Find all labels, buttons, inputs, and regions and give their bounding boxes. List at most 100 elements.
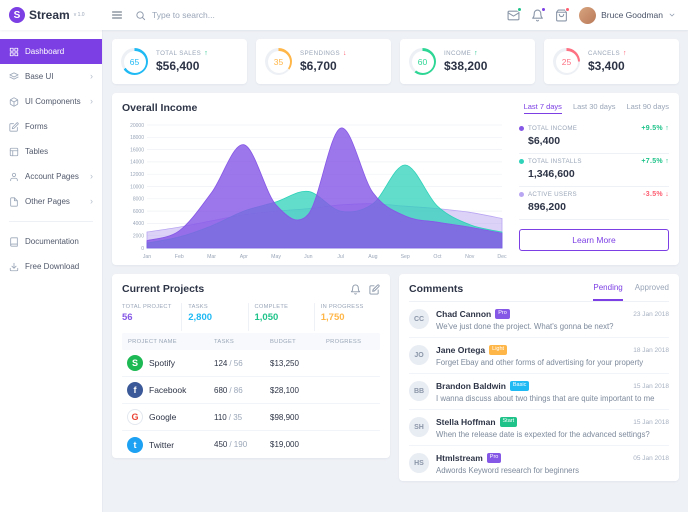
table-row[interactable]: t Twitter 450/ 190 $19,000 <box>122 431 380 458</box>
tab-last-90-days[interactable]: Last 90 days <box>626 102 669 111</box>
inc-delta: -3.5% ↓ <box>643 191 669 198</box>
tab-last-30-days[interactable]: Last 30 days <box>572 102 616 111</box>
comment-date: 15 Jan 2018 <box>633 382 669 390</box>
svg-text:10000: 10000 <box>130 184 144 190</box>
brand[interactable]: S Stream v 1.0 <box>0 7 103 23</box>
tab-approved[interactable]: Approved <box>634 283 669 292</box>
sidebar-item-label: Account Pages <box>25 172 79 181</box>
sidebar-item-account-pages[interactable]: Account Pages › <box>0 164 102 189</box>
list-item[interactable]: CC Chad Cannon Pro 23 Jan 2018 We've just … <box>409 302 669 338</box>
sidebar-item-tables[interactable]: Tables <box>0 139 102 164</box>
comment-text: When the release date is expexted for th… <box>436 430 650 439</box>
main-content: 65 TOTAL SALES ↑ $56,400 35 SPENDINGS ↓ $6… <box>103 30 688 512</box>
brand-name: Stream <box>29 8 70 22</box>
sidebar-item-label: Tables <box>25 147 49 156</box>
sidebar-item-label: Dashboard <box>25 47 65 56</box>
sidebar-item-ui-components[interactable]: UI Components › <box>0 89 102 114</box>
stat-label: INCOME ↑ <box>444 50 479 57</box>
table-row[interactable]: S Spotify 124/ 56 $13,250 <box>122 350 380 377</box>
list-item[interactable]: HS Htmlstream Pro 05 Jan 2018 Adwords Keyw… <box>409 446 669 481</box>
trend-down-icon: ↓ <box>343 50 347 57</box>
stat-value: $6,700 <box>300 59 337 73</box>
inc-delta: +7.5% ↑ <box>641 158 669 165</box>
svg-text:6000: 6000 <box>133 209 144 215</box>
user-icon <box>9 172 19 182</box>
avatar: CC <box>409 309 429 329</box>
project-budget: $98,900 <box>270 412 299 422</box>
sidebar-item-documentation[interactable]: Documentation <box>0 229 102 254</box>
stat-ring: 35 <box>265 48 292 75</box>
stat-ring: 65 <box>121 48 148 75</box>
sidebar-item-label: UI Components <box>25 97 81 106</box>
stat-ring: 60 <box>409 48 436 75</box>
summary-total-project: TOTAL PROJECT 56 <box>122 303 183 331</box>
list-item[interactable]: SH Stella Hoffman Start 15 Jan 2018 When t… <box>409 410 669 446</box>
summary-complete: COMPLETE 1,050 <box>249 303 315 331</box>
tab-last-7-days[interactable]: Last 7 days <box>523 102 562 114</box>
svg-text:Jul: Jul <box>337 254 344 260</box>
overall-income-title: Overall Income <box>122 102 198 114</box>
messages-icon[interactable] <box>507 6 523 22</box>
svg-text:Jun: Jun <box>304 254 312 260</box>
comment-date: 15 Jan 2018 <box>633 418 669 426</box>
svg-text:8000: 8000 <box>133 197 144 203</box>
list-item[interactable]: JO Jane Ortega Light 18 Jan 2018 Forget Eb… <box>409 338 669 374</box>
learn-more-button[interactable]: Learn More <box>519 229 669 251</box>
google-icon: G <box>127 409 143 425</box>
chevron-right-icon: › <box>90 196 93 206</box>
layers-icon <box>9 71 19 82</box>
svg-text:0: 0 <box>141 246 144 252</box>
sidebar-item-label: Documentation <box>25 237 79 246</box>
cart-badge <box>565 6 571 12</box>
search-bar <box>135 10 322 21</box>
stat-value: $3,400 <box>588 59 625 73</box>
status-badge: Light <box>489 345 508 355</box>
svg-text:4000: 4000 <box>133 221 144 227</box>
shopping-bag-icon[interactable] <box>555 6 571 22</box>
range-tabs: Last 7 days Last 30 days Last 90 days <box>523 102 669 114</box>
sidebar-item-other-pages[interactable]: Other Pages › <box>0 189 102 214</box>
avatar: SH <box>409 417 429 437</box>
legend-dot-icon <box>519 192 524 197</box>
download-icon <box>9 262 19 272</box>
income-summary-active-users: ACTIVE USERS -3.5% ↓ 896,200 <box>519 187 669 220</box>
svg-text:Sep: Sep <box>401 254 410 260</box>
sidebar-item-label: Other Pages <box>25 197 70 206</box>
income-summary-total-installs: TOTAL INSTALLS +7.5% ↑ 1,346,600 <box>519 154 669 187</box>
trend-up-icon: ↑ <box>204 50 209 57</box>
user-menu[interactable]: Bruce Goodman <box>579 6 676 24</box>
sidebar-item-forms[interactable]: Forms <box>0 114 102 139</box>
table-row[interactable]: f Facebook 680/ 86 $28,100 <box>122 377 380 404</box>
svg-text:Apr: Apr <box>240 254 248 260</box>
notifications-bell-icon[interactable] <box>531 6 547 22</box>
income-summary-total-income: TOTAL INCOME +9.5% ↑ $6,400 <box>519 121 669 154</box>
hamburger-menu-icon[interactable] <box>111 9 123 21</box>
tab-pending[interactable]: Pending <box>593 283 623 301</box>
svg-text:Jan: Jan <box>143 254 151 260</box>
svg-text:Nov: Nov <box>465 254 475 260</box>
sidebar-item-dashboard[interactable]: Dashboard <box>0 39 102 64</box>
trend-up-icon: ↑ <box>665 158 669 165</box>
stat-value: $38,200 <box>444 59 488 73</box>
stat-card-spendings: 35 SPENDINGS ↓ $6,700 <box>256 39 391 84</box>
bell-icon[interactable] <box>350 284 361 295</box>
edit-icon[interactable] <box>369 283 380 295</box>
sidebar-item-base-ui[interactable]: Base UI › <box>0 64 102 89</box>
table-row[interactable]: G Google 110/ 35 $98,900 <box>122 404 380 431</box>
table-icon <box>9 147 19 157</box>
project-tasks: 124/ 56 <box>214 358 243 368</box>
comment-date: 18 Jan 2018 <box>633 346 669 354</box>
stat-ring: 25 <box>553 48 580 75</box>
search-input[interactable] <box>152 10 322 20</box>
comment-author: Htmlstream <box>436 453 483 463</box>
stat-card-cancels: 25 CANCELS ↑ $3,400 <box>544 39 679 84</box>
sidebar-item-free-download[interactable]: Free Download <box>0 254 102 279</box>
current-projects-title: Current Projects <box>122 283 205 295</box>
list-item[interactable]: BB Brandon Baldwin Basic 15 Jan 2018 I wan… <box>409 374 669 410</box>
legend-dot-icon <box>519 126 524 131</box>
comment-date: 23 Jan 2018 <box>633 310 669 318</box>
project-tasks: 110/ 35 <box>214 412 243 422</box>
trend-up-icon: ↑ <box>665 125 669 132</box>
inc-delta: +9.5% ↑ <box>641 125 669 132</box>
sidebar-item-label: Free Download <box>25 262 80 271</box>
